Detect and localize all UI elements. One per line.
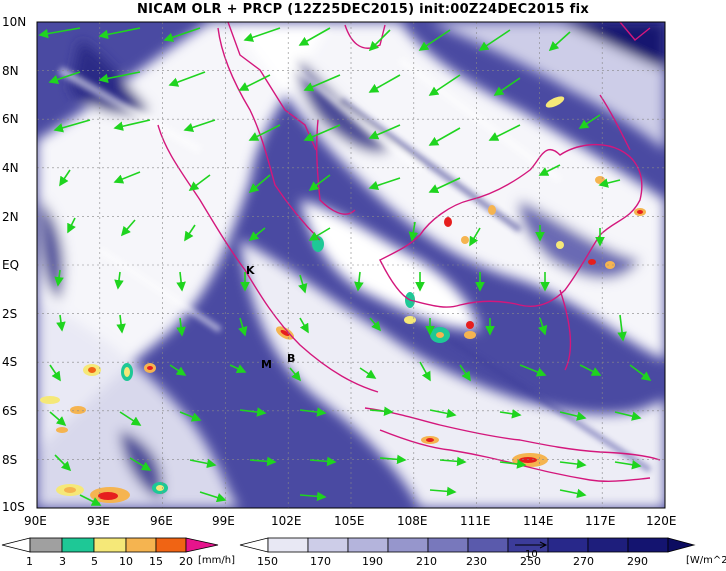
vector-scale-label: 10 bbox=[525, 549, 538, 560]
map-frame bbox=[36, 21, 666, 509]
lat-label: 6S bbox=[2, 404, 18, 418]
olr-tick: 190 bbox=[362, 555, 383, 568]
lat-label: 4N bbox=[2, 161, 19, 175]
lon-label: 105E bbox=[334, 514, 365, 528]
olr-field bbox=[37, 22, 665, 508]
precip-tick: 3 bbox=[59, 555, 66, 568]
lon-label: 90E bbox=[24, 514, 47, 528]
lat-label: 4S bbox=[2, 355, 18, 369]
precip-cells bbox=[40, 96, 646, 503]
olr-unit: [W/m^2] bbox=[686, 555, 726, 566]
lon-label: 93E bbox=[87, 514, 110, 528]
lat-label: 2S bbox=[2, 307, 18, 321]
precip-colorbar bbox=[1, 537, 219, 553]
olr-tick: 250 bbox=[520, 555, 541, 568]
lat-label: 8S bbox=[2, 453, 18, 467]
olr-tick: 270 bbox=[573, 555, 594, 568]
lon-label: 108E bbox=[397, 514, 428, 528]
wind-vectors bbox=[38, 27, 652, 506]
lon-label: 114E bbox=[523, 514, 554, 528]
olr-tick: 150 bbox=[257, 555, 278, 568]
olr-tick: 170 bbox=[310, 555, 331, 568]
precip-tick: 10 bbox=[119, 555, 133, 568]
olr-tick: 210 bbox=[416, 555, 437, 568]
grid bbox=[37, 22, 665, 508]
olr-tick: 290 bbox=[627, 555, 648, 568]
place-K: K bbox=[246, 264, 255, 277]
lon-label: 111E bbox=[460, 514, 491, 528]
place-B: B bbox=[287, 352, 295, 365]
lon-label: 117E bbox=[585, 514, 616, 528]
lat-label: EQ bbox=[2, 258, 20, 272]
lon-label: 99E bbox=[212, 514, 235, 528]
precip-unit: [mm/h] bbox=[198, 555, 235, 566]
lat-label: 10S bbox=[2, 500, 25, 514]
olr-colorbar bbox=[239, 537, 696, 553]
lat-label: 8N bbox=[2, 64, 19, 78]
precip-tick: 5 bbox=[91, 555, 98, 568]
map-title: NICAM OLR + PRCP (12Z25DEC2015) init:00Z… bbox=[136, 2, 590, 17]
place-M: M bbox=[261, 358, 272, 371]
precip-tick: 1 bbox=[26, 555, 33, 568]
lon-label: 102E bbox=[271, 514, 302, 528]
lat-label: 2N bbox=[2, 210, 19, 224]
olr-tick: 230 bbox=[466, 555, 487, 568]
lon-label: 120E bbox=[646, 514, 677, 528]
place-labels: K M B bbox=[246, 264, 295, 371]
precip-tick: 15 bbox=[149, 555, 163, 568]
lon-label: 96E bbox=[150, 514, 173, 528]
lat-label: 6N bbox=[2, 112, 19, 126]
precip-tick: 20 bbox=[179, 555, 193, 568]
lat-label: 10N bbox=[2, 15, 27, 29]
